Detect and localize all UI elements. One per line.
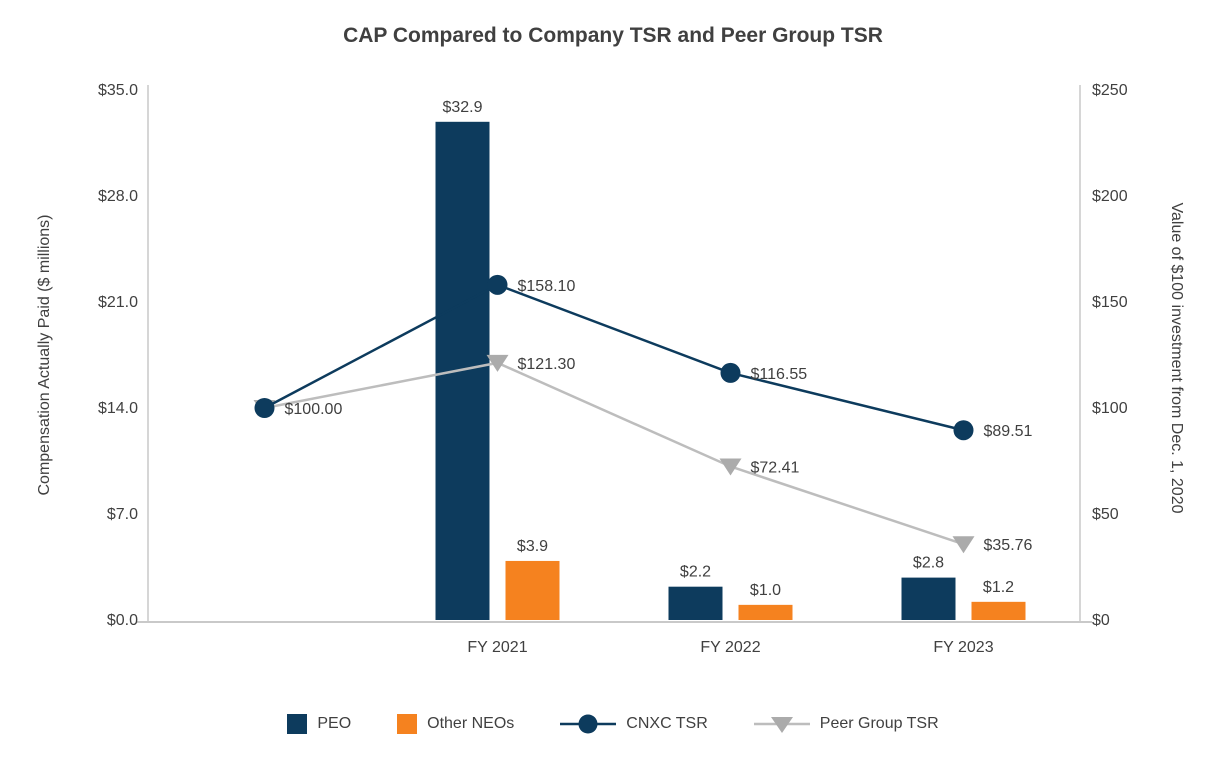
right-axis-tick: $150 (1092, 294, 1128, 311)
legend-line-circle-swatch (560, 714, 617, 734)
legend-square-swatch (287, 714, 308, 734)
marker-triangle-peer-group-tsr (952, 536, 975, 554)
left-axis-tick: $21.0 (98, 294, 138, 311)
x-axis-label: FY 2023 (933, 639, 993, 656)
bar-peo (901, 577, 956, 620)
legend-triangle-marker (770, 717, 793, 733)
legend-label: CNXC TSR (626, 715, 708, 732)
legend-line-triangle-swatch (753, 717, 810, 733)
right-axis-tick: $250 (1092, 82, 1128, 99)
marker-circle-cnxc-tsr (953, 420, 974, 441)
point-value-label: $121.30 (518, 356, 576, 373)
line-peer-group-tsr (264, 361, 964, 546)
x-axis-label: FY 2021 (467, 639, 527, 656)
legend: PEO Other NEOs CNXC TSR Peer Group TSR (0, 712, 1226, 736)
bar-value-label: $2.8 (913, 555, 944, 572)
point-value-label: $35.76 (984, 537, 1033, 554)
line-cnxc-tsr (263, 283, 964, 432)
legend-label: Other NEOs (427, 715, 515, 732)
right-axis-tick: $50 (1092, 506, 1119, 523)
marker-triangle-peer-group-tsr (719, 458, 742, 476)
marker-circle-cnxc-tsr (720, 362, 741, 383)
legend-item-cnxc-tsr: CNXC TSR (560, 712, 708, 736)
bar-value-label: $1.2 (983, 579, 1014, 596)
point-value-label: $116.55 (751, 366, 808, 383)
right-axis-title: Value of $100 investment from Dec. 1, 20… (1168, 202, 1185, 514)
point-value-label: $100.00 (285, 401, 343, 418)
legend-circle-marker (578, 714, 598, 734)
marker-triangle-peer-group-tsr (486, 354, 509, 372)
left-axis-tick: $14.0 (98, 400, 138, 417)
bar-value-label: $1.0 (750, 582, 781, 599)
right-axis-tick: $0 (1092, 612, 1110, 629)
legend-label: PEO (317, 715, 352, 732)
bar-peo (668, 586, 723, 620)
bar-other-neos (505, 560, 560, 620)
bar-value-label: $32.9 (442, 99, 482, 116)
right-axis-tick: $200 (1092, 188, 1128, 205)
point-value-label: $158.10 (518, 278, 576, 295)
left-axis-title: Compensation Actually Paid ($ millions) (36, 214, 53, 496)
left-axis-tick: $0.0 (107, 612, 138, 629)
legend-item-peo: PEO (287, 714, 351, 734)
left-axis-tick: $7.0 (107, 506, 138, 523)
legend-item-other-neos: Other NEOs (397, 714, 514, 734)
bar-value-label: $3.9 (517, 538, 548, 555)
legend-square-swatch (397, 714, 418, 734)
point-value-label: $72.41 (751, 459, 800, 476)
marker-circle-cnxc-tsr (254, 398, 275, 418)
left-axis-tick: $28.0 (98, 188, 138, 205)
right-axis-tick: $100 (1092, 400, 1128, 417)
point-value-label: $89.51 (984, 423, 1033, 440)
legend-label: Peer Group TSR (819, 715, 939, 732)
bar-other-neos (738, 604, 793, 620)
legend-item-peer-group-tsr: Peer Group TSR (753, 712, 939, 736)
marker-circle-cnxc-tsr (487, 274, 508, 295)
bar-value-label: $2.2 (680, 564, 711, 581)
left-axis-tick: $35.0 (98, 82, 138, 99)
chart-title: CAP Compared to Company TSR and Peer Gro… (343, 24, 883, 47)
bar-other-neos (971, 601, 1026, 620)
x-axis-label: FY 2022 (700, 639, 760, 656)
